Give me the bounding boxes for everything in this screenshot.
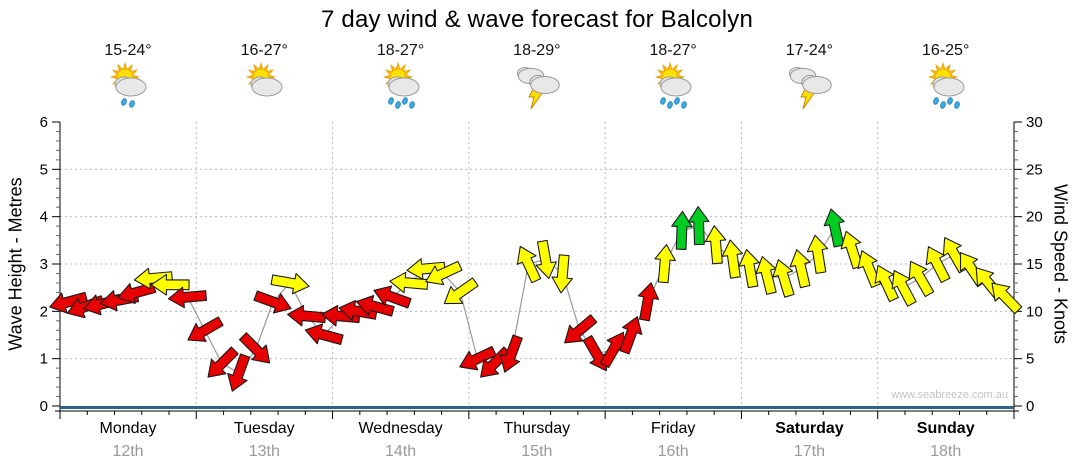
wind-arrow [704,225,727,265]
day-date-label: 16th [657,443,689,460]
wind-arrow [459,345,497,371]
wind-arrow [908,260,935,298]
wind-speed-connector-line [68,225,1006,374]
wind-arrow [535,239,557,279]
chart-title: 7 day wind & wave forecast for Balcolyn [320,6,753,33]
wind-arrow [238,332,271,364]
wind-arrow [406,258,446,280]
watermark-text: www.seabreeze.com.au [891,389,1008,401]
wind-arrow [619,316,643,355]
wind-arrow [499,334,523,373]
wind-arrow [253,290,292,314]
wind-arrow [373,285,412,309]
sun-cloud-icon [246,61,283,97]
day-temperature-range: 18-27° [376,42,425,59]
day-temperature-range: 18-27° [649,42,697,59]
weather-icon-box [333,60,469,112]
day-name-label: Sunday [916,420,975,437]
right-axis-tick-label: 0 [1026,398,1034,415]
day-date-label: 18th [930,443,962,460]
wind-arrow [304,323,344,345]
day-name-label: Tuesday [233,420,295,437]
left-axis-title: Wave Height - Metres [5,177,26,351]
right-axis-tick-label: 15 [1026,256,1043,273]
wind-arrow [270,273,310,295]
wind-arrow [443,277,479,305]
sun-cloud-rain-icon [927,61,965,109]
wind-arrow [133,267,173,290]
right-axis-tick-label: 5 [1026,351,1034,368]
left-axis-tick-label: 6 [40,114,48,131]
right-axis-tick-label: 10 [1026,303,1043,320]
wind-arrow [671,210,693,250]
weather-icon-box [60,60,196,112]
weather-icon-box [878,60,1014,112]
day-date-label: 12th [112,443,144,460]
wind-arrow [167,286,208,309]
weather-icon-box [605,60,741,112]
wind-arrow [516,245,542,284]
left-axis-tick-label: 1 [40,351,48,368]
wind-arrow [207,346,239,378]
right-axis-tick-label: 25 [1026,161,1043,178]
day-date-label: 13th [248,443,280,460]
wind-arrow [687,206,710,246]
storm-clouds-icon [789,67,833,110]
sun-cloud-rain-icon [654,61,692,109]
wind-arrow [891,269,917,307]
axes: 0 1 2 3 4 5 6 0 5 10 15 20 25 30 [40,114,1043,419]
day-name-label: Wednesday [358,420,443,437]
day-name-label: Friday [650,420,696,437]
day-temperature-range: 16-27° [240,42,288,59]
sun-cloud-rain-icon [382,61,420,109]
wind-arrow [355,295,395,317]
wind-arrow [227,353,251,392]
day-temperature-range: 16-25° [922,42,970,59]
wind-arrow [564,314,598,344]
right-axis-tick-label: 20 [1026,209,1043,226]
wind-arrow [806,234,829,274]
left-axis-tick-label: 0 [40,398,48,415]
wind-arrow [637,282,660,322]
wind-arrow [551,254,573,294]
wind-arrow [738,249,760,289]
wind-arrow [874,264,899,303]
wind-arrow [150,273,190,296]
weather-icon-box [469,60,605,112]
wind-arrow [991,282,1023,315]
day-name-label: Monday [99,420,157,437]
wind-arrow [480,346,512,378]
day-name-label: Saturday [775,420,844,437]
sun-cloud-light-rain-icon [109,61,147,108]
left-axis-tick-label: 5 [40,161,48,178]
weather-icon-box [196,60,332,112]
wind-arrow [755,255,777,295]
wind-arrow [721,239,743,279]
wind-arrow [389,271,429,294]
right-axis-tick-label: 30 [1026,114,1043,131]
day-name-label: Thursday [503,420,571,437]
wind-arrow [187,316,224,342]
right-axis-title: Wind Speed - Knots [1050,183,1071,345]
wind-arrow [287,304,327,327]
left-axis-tick-label: 3 [40,256,48,273]
day-temperature-range: 15-24° [104,42,152,59]
day-date-label: 17th [793,443,825,460]
day-temperature-range: 18-29° [513,42,561,59]
weather-icon-box [741,60,877,112]
left-axis-tick-label: 4 [40,209,48,226]
storm-clouds-icon [516,67,560,110]
wind-arrows-layer [49,206,1023,392]
wind-arrow [49,291,89,314]
wind-arrow [654,244,676,284]
day-date-label: 14th [384,443,417,460]
wind-arrow [789,249,811,289]
wind-arrow [425,260,463,286]
left-axis-tick-label: 2 [40,303,48,320]
day-temperature-range: 17-24° [785,42,834,59]
wind-arrow [772,259,795,298]
day-date-label: 15th [521,443,553,460]
